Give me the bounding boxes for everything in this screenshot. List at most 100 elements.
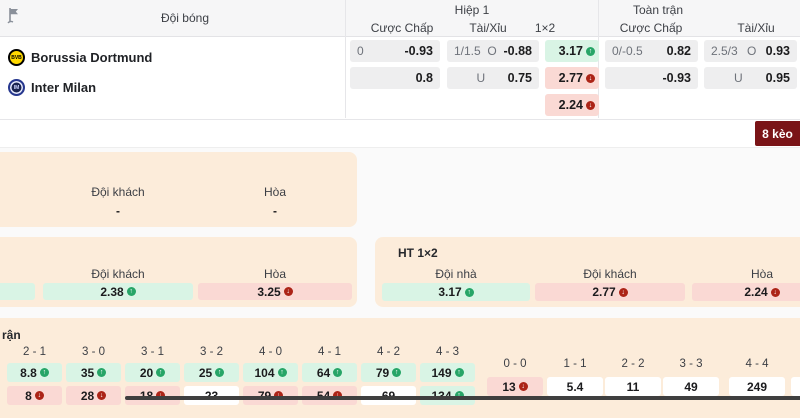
panel-b-header-draw: Hòa [263,267,286,281]
panel-b-away-cell[interactable]: 2.38 [43,283,193,300]
h1-1x2-draw-cell[interactable]: 2.24 [545,94,599,116]
trend-down-icon [586,100,595,110]
draw-score-header: 2 - 2 [621,358,645,370]
draw-score-header: 4 - 4 [745,358,769,370]
panel-b-draw-cell[interactable]: 3.25 [198,283,352,300]
ft-over-cell[interactable]: 2.5/3 O 0.93 [704,40,797,62]
subheader-ft-over-under: Tài/Xỉu [737,21,775,35]
score-cell[interactable]: 79 [361,363,416,382]
trend-up-icon [454,368,464,377]
subheader-h1-over-under: Tài/Xỉu [469,21,507,35]
score-cell[interactable]: 64 [302,363,357,382]
trend-up-icon [333,368,343,377]
score-cell[interactable]: 104 [243,363,298,382]
correct-score-title-fragment: rận [2,328,21,342]
trend-up-icon [454,391,464,400]
trend-up-icon [39,368,49,377]
trend-down-icon [333,391,343,400]
h1-under-cell[interactable]: U 0.75 [447,67,539,89]
subheader-ft-handicap: Cược Chấp [619,21,683,35]
trend-up-icon [277,368,287,377]
ht-header-away: Đội khách [583,267,637,281]
column-header-team: Đội bóng [160,11,210,25]
panel-a-away-cell[interactable]: - [116,203,120,218]
draw-score-header: 1 - 1 [563,358,587,370]
score-col-header: 4 - 3 [435,346,459,358]
group-header-full-match: Toàn trận [633,3,684,17]
draw-score-cell[interactable]: 249 [729,377,785,396]
panel-b-header-away: Đội khách [91,267,145,281]
horizontal-scrollbar[interactable] [125,396,800,400]
correct-score-panel: rận 2 - 1 3 - 0 3 - 1 3 - 2 4 - 0 4 - 1 … [0,318,800,418]
trend-up-icon [392,368,402,377]
ht-away-cell[interactable]: 2.77 [535,283,685,301]
draw-score-cell[interactable]: 5.4 [547,377,603,396]
trend-up-icon [215,368,225,377]
trend-down-icon [770,287,780,297]
ht-home-cell[interactable]: 3.17 [382,283,530,301]
score-cell[interactable]: 20 [125,363,180,382]
trend-up-icon [156,368,166,377]
team-name-home: Borussia Dortmund [31,50,153,65]
trend-up-icon [126,287,136,296]
score-col-header: 3 - 2 [199,346,223,358]
odds-count-badge[interactable]: 8 kèo [755,121,800,146]
inter-logo-icon: IM [8,79,25,96]
trend-down-icon [156,391,166,400]
score-cell[interactable]: 149 [420,363,475,382]
subheader-h1-handicap: Cược Chấp [370,21,434,35]
draw-score-header: 3 - 3 [679,358,703,370]
h1-1x2-home-cell[interactable]: 3.17 [545,40,599,62]
h1-1x2-away-cell[interactable]: 2.77 [545,67,599,89]
score-col-header: 3 - 1 [140,346,164,358]
score-cell[interactable]: 8 [7,386,62,405]
trend-down-icon [283,287,293,296]
h1-handicap-away-cell[interactable]: 0.8 [350,67,440,89]
divider [345,0,346,118]
ht-1x2-panel: HT 1×2 Đội nhà Đội khách Hòa 3.17 2.77 2… [375,237,800,307]
trend-down-icon [618,287,628,297]
trend-down-icon [34,391,44,400]
panel-a-header-away: Đội khách [91,185,145,199]
score-cell[interactable]: 25 [184,363,239,382]
dortmund-logo-icon: BVB [8,49,25,66]
score-col-header: 4 - 2 [376,346,400,358]
subheader-h1-1x2: 1×2 [534,21,556,35]
ft-under-cell[interactable]: U 0.95 [704,67,797,89]
ht-1x2-title: HT 1×2 [398,246,438,260]
draw-score-header: 0 - 0 [503,358,527,370]
trend-down-icon [586,73,595,83]
score-cell[interactable]: 8.8 [7,363,62,382]
panel-a-draw-cell[interactable]: - [273,203,277,218]
draw-score-cell[interactable]: 13 [487,377,543,396]
odds-table-header: Đội bóng Hiệp 1 Toàn trận Cược Chấp Tài/… [0,0,800,37]
toolbar-strip: 8 kèo [0,120,800,148]
score-col-header: 2 - 1 [22,346,46,358]
trend-up-icon [97,368,107,377]
panel-a-home-cell-partial[interactable] [0,202,37,219]
corner-flag-icon [7,8,18,24]
trend-down-icon [97,391,107,400]
h1-handicap-home-cell[interactable]: 0 -0.93 [350,40,440,62]
draw-score-cell-partial[interactable] [791,377,800,396]
score-col-header: 3 - 0 [81,346,105,358]
draw-score-cell[interactable]: 11 [605,377,661,396]
ft-handicap-home-cell[interactable]: 0/-0.5 0.82 [605,40,698,62]
h1-over-cell[interactable]: 1/1.5 O -0.88 [447,40,539,62]
ht-draw-cell[interactable]: 2.24 [692,283,800,301]
ft-handicap-away-cell[interactable]: -0.93 [605,67,698,89]
trend-down-icon [274,391,284,400]
ft-1x2-panel: Đội khách Hòa - - [0,152,357,227]
trend-down-icon [518,382,528,391]
team-name-away: Inter Milan [31,80,97,95]
draw-score-cell[interactable]: 49 [663,377,719,396]
group-header-first-half: Hiệp 1 [454,3,490,17]
panel-b-home-cell-partial[interactable] [0,283,35,300]
score-col-header: 4 - 1 [317,346,341,358]
score-cell[interactable]: 35 [66,363,121,382]
left-odds-panel: Đội khách Hòa 2.38 3.25 [0,237,357,307]
panel-a-header-draw: Hòa [263,185,286,199]
score-cell[interactable]: 28 [66,386,121,405]
ht-header-home: Đội nhà [435,267,477,281]
ht-header-draw: Hòa [750,267,773,281]
